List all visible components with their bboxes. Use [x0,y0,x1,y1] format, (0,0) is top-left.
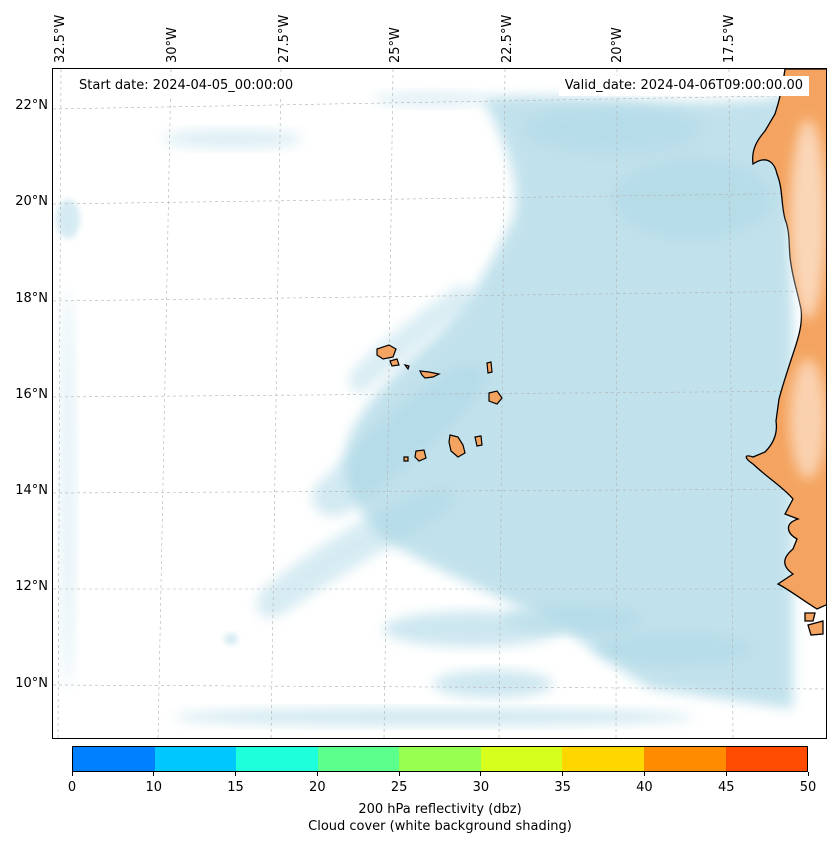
colorbar-tickmark [153,772,155,776]
colorbar [72,746,808,772]
latitude-label: 20°N [15,194,48,209]
colorbar-tick-label: 25 [390,780,408,795]
colorbar-tickmark [480,772,482,776]
island-sao-vicente [389,358,400,367]
latitude-label: 10°N [15,676,48,691]
colorbar-segment [480,747,563,771]
island-maio [474,435,483,447]
colorbar-tick-label: 0 [67,780,77,795]
colorbar-tick-label: 30 [472,780,490,795]
cloud-streak-north-1 [163,129,303,149]
cloud-streak-north-3 [56,199,80,239]
colorbar-tickmark [235,772,237,776]
latitude-label: 14°N [15,483,48,498]
longitude-label: 22.5°W [500,14,515,63]
cloud-band-2 [348,285,471,393]
gridlines [53,69,826,738]
colorbar-tick-label: 40 [636,780,653,795]
colorbar-tickmark [643,772,645,776]
island-santiago [448,434,466,458]
colorbar-segment [399,747,481,771]
cape-verde-islands [376,344,503,462]
colorbar-segment [154,747,237,771]
colorbar-segment [236,747,318,771]
colorbar-tick-label: 20 [309,780,326,795]
colorbar-tickmark [725,772,727,776]
island-fogo [414,449,427,462]
longitude-label: 30°W [165,27,180,63]
cloud-band-1 [312,365,486,517]
longitude-label: 25°W [388,27,403,63]
colorbar-sublabel: Cloud cover (white background shading) [308,819,572,834]
bijagos-island-1 [804,612,816,622]
latitude-label: 12°N [15,579,48,594]
cloud-over-land [790,119,826,319]
longitude-label: 20°W [610,27,625,63]
colorbar-tick-label: 50 [799,780,817,795]
colorbar-segment [562,747,644,771]
island-brava [403,456,409,462]
colorbar-tick-label: 35 [554,780,571,795]
cloud-streak-west [60,289,76,689]
cloud-band-south-5 [593,633,753,665]
colorbar-label: 200 hPa reflectivity (dbz) [358,802,522,817]
cloud-band-south-4 [173,708,693,726]
colorbar-segment [317,747,400,771]
longitude-label: 17.5°W [722,14,737,63]
island-santa-luzia [403,364,410,371]
colorbar-segment [725,747,808,771]
cloud-streak-north-4 [523,104,703,154]
colorbar-tick-label: 45 [717,780,735,795]
bijagos-island-2 [807,620,824,636]
island-sao-nicolau [418,370,441,379]
island-boa-vista [488,390,503,405]
colorbar-segment [73,747,155,771]
map-canvas [53,69,826,738]
colorbar-tickmark [316,772,318,776]
latitude-label: 18°N [15,291,48,306]
cloud-streak-north-5 [613,159,773,239]
longitude-label: 32.5°W [53,14,68,63]
cloud-cover-layer [56,89,793,726]
colorbar-tick-label: 10 [145,780,163,795]
colorbar-segment [643,747,726,771]
colorbar-tickmark [562,772,564,776]
cloud-band-south-3 [433,670,553,698]
cloud-band-south-2 [503,605,643,633]
cloud-streak-north-2 [373,91,493,107]
island-sal [486,361,493,374]
colorbar-tickmark [398,772,400,776]
start-date-label: Start date: 2024-04-05_00:00:00 [73,76,300,96]
cloud-dot-1 [224,633,238,645]
colorbar-tickmark [71,772,73,776]
cloud-band-3 [256,488,454,618]
colorbar-tick-label: 15 [227,780,244,795]
latitude-label: 16°N [15,387,48,402]
island-santo-antao [376,344,397,360]
cloud-over-land-2 [790,359,826,479]
valid-date-label: Valid_date: 2024-04-06T09:00:00.00 [558,76,809,96]
cloud-mass-east [344,89,793,709]
latitude-label: 22°N [15,98,48,113]
map-panel [52,68,827,739]
colorbar-tickmark [807,772,809,776]
longitude-label: 27.5°W [277,14,292,63]
